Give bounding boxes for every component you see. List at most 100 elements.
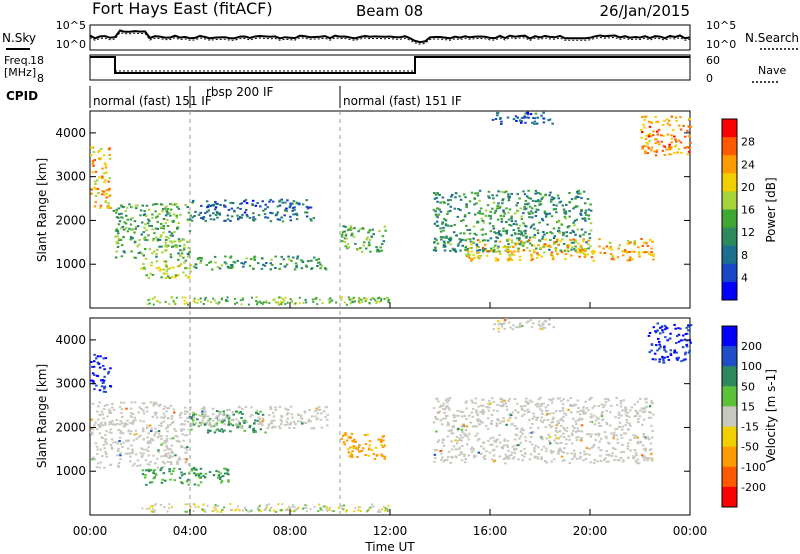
velocity-echo-cell (480, 411, 484, 414)
velocity-echo-cell (471, 415, 474, 418)
power-echo-cell (541, 235, 545, 238)
velocity-echo-cell (326, 509, 329, 512)
velocity-echo-cell (383, 457, 386, 460)
velocity-echo-cell (350, 432, 354, 435)
nsky-tick-low: 10^0 (56, 38, 86, 51)
power-echo-cell (357, 230, 360, 233)
power-echo-cell (154, 203, 157, 206)
velocity-echo-cell (384, 509, 387, 512)
power-echo-cell (647, 120, 651, 123)
power-echo-cell (176, 265, 180, 268)
power-echo-cell (101, 193, 104, 196)
power-echo-cell (526, 240, 529, 243)
velocity-echo-cell (267, 424, 271, 427)
velocity-echo-cell (352, 447, 355, 449)
velocity-echo-cell (579, 455, 582, 458)
power-echo-cell (193, 297, 196, 300)
power-echo-cell (134, 227, 137, 230)
velocity-echo-cell (642, 448, 646, 451)
velocity-echo-cell (523, 455, 526, 458)
velocity-echo-cell (240, 425, 244, 428)
velocity-echo-cell (206, 415, 210, 418)
velocity-echo-cell (166, 430, 169, 433)
power-echo-cell (487, 195, 490, 198)
velocity-echo-cell (439, 404, 443, 407)
power-echo-cell (255, 300, 258, 302)
power-echo-cell (472, 254, 475, 257)
power-echo-cell (443, 244, 446, 247)
power-echo-cell (462, 219, 465, 222)
velocity-echo-cell (531, 422, 534, 425)
velocity-echo-cell (458, 453, 461, 456)
velocity-echo-cell (180, 428, 183, 431)
velocity-echo-cell (258, 418, 261, 421)
power-echo-cell (473, 257, 476, 259)
velocity-echo-cell (186, 446, 189, 449)
velocity-echo-cell (538, 327, 542, 330)
power-echo-cell (139, 214, 142, 217)
power-echo-cell (271, 200, 275, 203)
power-echo-cell (649, 253, 653, 256)
colorbar-swatch (722, 227, 737, 247)
velocity-echo-cell (511, 457, 515, 460)
velocity-echo-cell (356, 448, 359, 451)
power-echo-cell (565, 231, 569, 234)
velocity-echo-cell (554, 429, 558, 432)
velocity-echo-cell (588, 453, 591, 456)
power-echo-cell (94, 180, 97, 183)
power-echo-cell (261, 200, 264, 203)
power-echo-cell (526, 111, 529, 114)
power-echo-cell (557, 220, 560, 223)
velocity-echo-cell (275, 510, 278, 513)
power-echo-cell (566, 247, 570, 250)
velocity-echo-cell (666, 355, 669, 358)
power-echo-cell (435, 220, 439, 223)
velocity-echo-cell (149, 460, 152, 463)
velocity-echo-cell (458, 446, 461, 449)
velocity-echo-cell (613, 459, 616, 462)
power-echo-cell (134, 226, 138, 228)
velocity-echo-cell (184, 410, 187, 413)
power-echo-cell (165, 265, 168, 268)
power-echo-cell (99, 157, 103, 160)
velocity-echo-cell (152, 510, 155, 513)
colorbar-swatch (722, 155, 737, 174)
velocity-echo-cell (147, 432, 150, 435)
velocity-echo-cell (607, 460, 610, 463)
velocity-echo-cell (192, 423, 196, 426)
power-echo-cell (169, 202, 172, 205)
velocity-echo-cell (574, 430, 578, 433)
power-echo-cell (528, 239, 531, 242)
velocity-echo-cell (658, 360, 661, 363)
velocity-echo-cell (213, 431, 217, 434)
power-echo-cell (518, 224, 522, 227)
velocity-echo-cell (347, 436, 350, 439)
power-echo-cell (561, 204, 565, 207)
velocity-echo-cell (154, 472, 157, 475)
velocity-echo-cell (219, 476, 222, 479)
velocity-echo-cell (210, 425, 213, 428)
power-echo-cell (465, 205, 468, 207)
power-echo-cell (512, 118, 516, 121)
power-echo-cell (466, 254, 470, 257)
velocity-echo-cell (529, 426, 532, 429)
velocity-echo-cell (347, 451, 350, 454)
velocity-echo-cell (569, 404, 572, 407)
power-echo-cell (689, 125, 693, 128)
velocity-echo-cell (501, 446, 504, 449)
colorbar-swatch (722, 191, 737, 210)
power-echo-cell (448, 239, 452, 242)
power-echo-cell (245, 202, 249, 205)
power-echo-cell (611, 255, 614, 257)
power-echo-cell (494, 118, 498, 120)
station-title: Fort Hays East (fitACF) (92, 0, 273, 18)
velocity-echo-cell (149, 438, 153, 440)
velocity-echo-cell (434, 457, 437, 460)
velocity-echo-cell (180, 429, 183, 432)
velocity-echo-cell (622, 399, 625, 402)
velocity-echo-cell (290, 413, 293, 416)
power-echo-cell (144, 223, 147, 226)
power-echo-cell (170, 296, 173, 299)
velocity-echo-cell (557, 422, 560, 424)
velocity-echo-cell (105, 455, 108, 458)
